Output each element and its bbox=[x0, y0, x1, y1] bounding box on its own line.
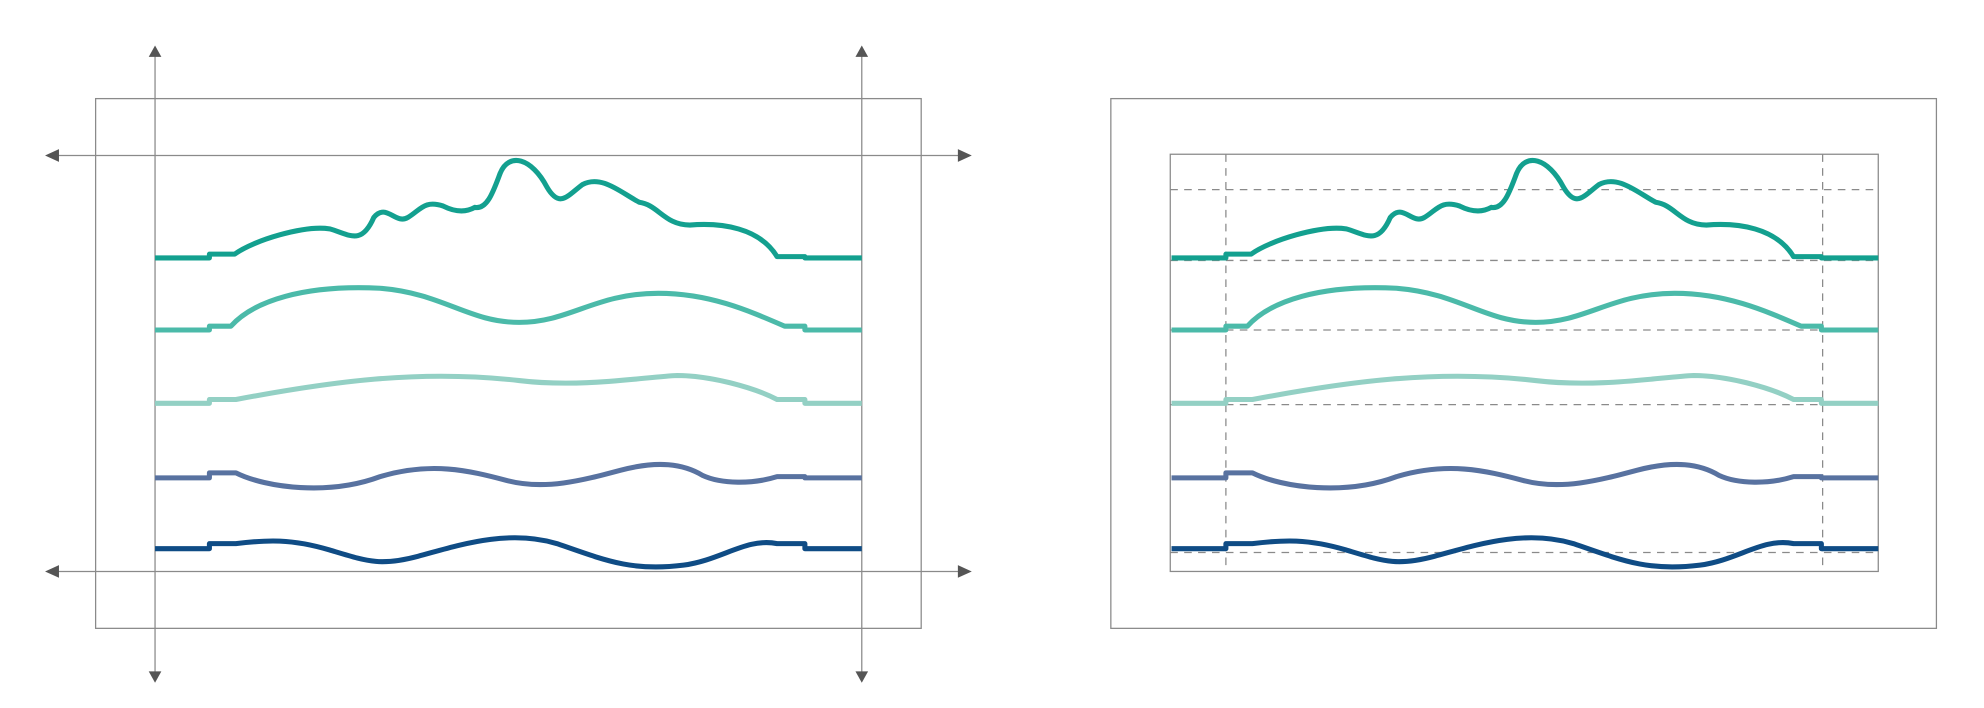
right-panel bbox=[1110, 97, 1938, 629]
arrow-head bbox=[45, 149, 59, 162]
arrow-head bbox=[855, 45, 869, 57]
arrow-head bbox=[957, 149, 972, 162]
waves bbox=[1172, 160, 1879, 567]
arrow-head bbox=[45, 565, 59, 578]
panel-frame bbox=[1110, 97, 1938, 629]
waves bbox=[155, 160, 862, 567]
arrow-head bbox=[148, 671, 162, 683]
arrow-head bbox=[957, 565, 972, 578]
arrow-head bbox=[148, 45, 162, 57]
inner-frame bbox=[1169, 153, 1879, 573]
left-panel bbox=[45, 45, 972, 683]
arrow-head bbox=[855, 671, 869, 683]
panel-frame bbox=[94, 97, 922, 629]
